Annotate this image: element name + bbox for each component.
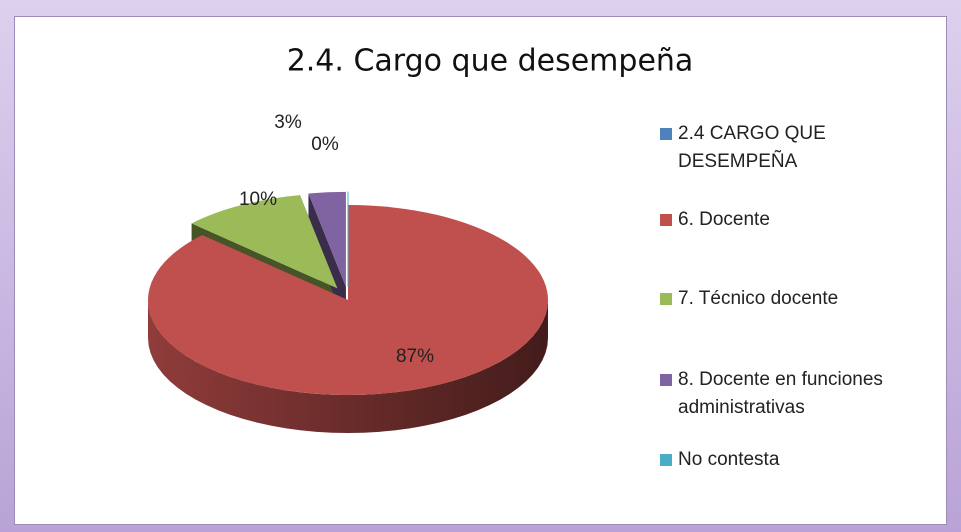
- chart-title: 2.4. Cargo que desempeña: [287, 44, 694, 79]
- legend-swatch: [660, 374, 672, 386]
- legend-label: 7. Técnico docente: [678, 288, 839, 309]
- legend-swatch: [660, 454, 672, 466]
- data-label: 0%: [311, 134, 339, 155]
- legend-item: No contesta: [660, 446, 905, 474]
- legend-swatch: [660, 128, 672, 140]
- legend-item: 8. Docente en funciones administrativas: [660, 366, 905, 422]
- slice: [147, 205, 548, 395]
- slice-side: [148, 300, 548, 433]
- data-label: 87%: [396, 346, 434, 367]
- legend-label: No contesta: [678, 449, 780, 470]
- legend-item: 7. Técnico docente: [660, 285, 905, 313]
- legend-item: 2.4 CARGO QUE DESEMPEÑA: [660, 120, 905, 176]
- data-label: 3%: [274, 112, 302, 133]
- legend-label: 2.4 CARGO QUE DESEMPEÑA: [678, 123, 826, 172]
- legend-swatch: [660, 293, 672, 305]
- slice-wall: [308, 193, 346, 325]
- legend-item: 6. Docente: [660, 206, 905, 234]
- slice: [191, 195, 338, 289]
- data-label: 10%: [239, 189, 277, 210]
- legend-label: 8. Docente en funciones administrativas: [678, 369, 883, 418]
- slice: [308, 191, 346, 287]
- legend-label: 6. Docente: [678, 209, 770, 230]
- legend-swatch: [660, 214, 672, 226]
